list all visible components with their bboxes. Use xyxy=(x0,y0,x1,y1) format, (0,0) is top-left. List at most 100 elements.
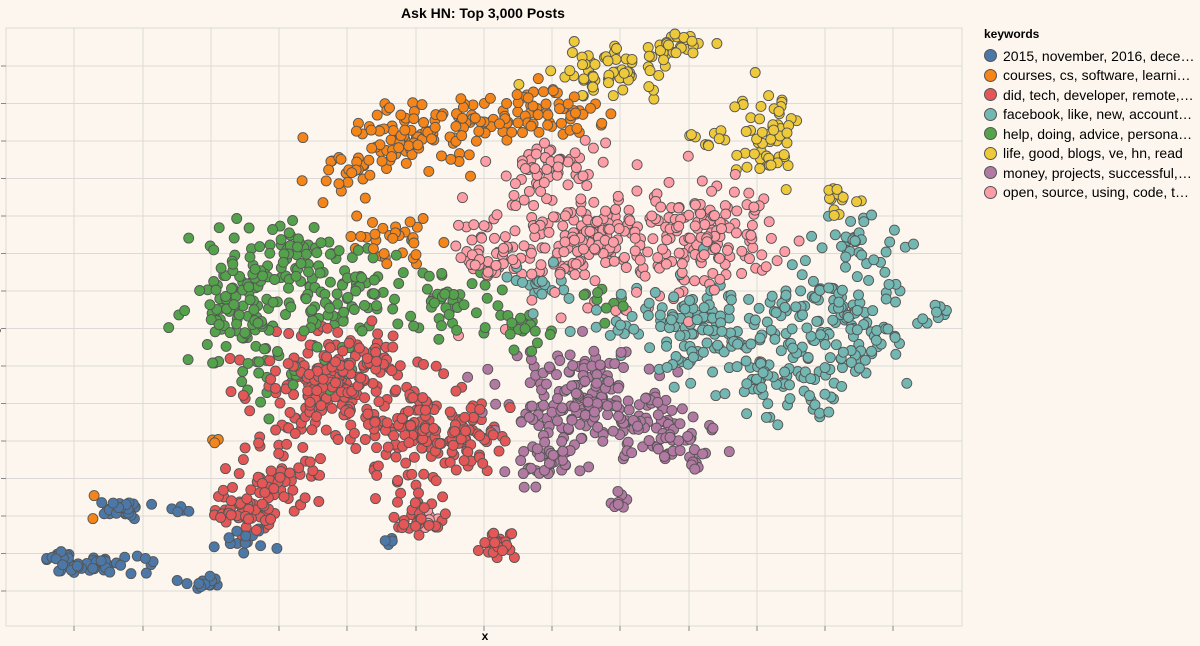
scatter-point xyxy=(509,225,521,237)
scatter-point xyxy=(719,388,731,400)
scatter-point xyxy=(171,575,183,586)
legend-item[interactable]: open, source, using, code, tools xyxy=(984,183,1198,203)
scatter-point xyxy=(348,304,360,315)
scatter-point xyxy=(367,243,379,255)
scatter-point xyxy=(908,238,919,250)
scatter-point xyxy=(223,532,235,544)
scatter-point xyxy=(723,446,735,458)
legend-item[interactable]: 2015, november, 2016, december, year xyxy=(984,46,1198,66)
scatter-point xyxy=(664,431,676,443)
scatter-point xyxy=(408,113,420,125)
scatter-point xyxy=(397,267,409,279)
scatter-point xyxy=(547,211,559,223)
scatter-point xyxy=(451,324,463,336)
scatter-point xyxy=(568,36,580,47)
scatter-point xyxy=(626,53,638,65)
scatter-point xyxy=(577,170,589,182)
scatter-point xyxy=(654,309,666,321)
scatter-point xyxy=(406,468,418,480)
scatter-point xyxy=(364,169,376,181)
scatter-point xyxy=(596,117,608,129)
scatter-point xyxy=(499,435,511,447)
scatter-point xyxy=(552,161,564,173)
scatter-point xyxy=(280,309,291,320)
scatter-point xyxy=(629,245,641,257)
scatter-point xyxy=(755,100,767,112)
scatter-point xyxy=(296,175,308,187)
scatter-point xyxy=(882,323,894,335)
scatter-point xyxy=(753,302,765,314)
scatter-point xyxy=(674,445,686,456)
scatter-point xyxy=(379,535,391,547)
scatter-point xyxy=(646,210,658,222)
scatter-point xyxy=(615,319,626,331)
scatter-point xyxy=(306,424,318,436)
scatter-point xyxy=(267,224,279,235)
scatter-point xyxy=(765,159,777,171)
scatter-point xyxy=(756,249,768,261)
scatter-point xyxy=(443,309,455,321)
scatter-point xyxy=(512,117,524,129)
scatter-point xyxy=(481,292,493,304)
scatter-point xyxy=(373,396,385,408)
scatter-point xyxy=(183,232,195,244)
legend-item[interactable]: money, projects, successful, startup, bu… xyxy=(984,163,1198,183)
scatter-point xyxy=(399,124,411,136)
scatter-point xyxy=(363,154,375,166)
scatter-point xyxy=(297,132,309,144)
scatter-point xyxy=(469,259,481,271)
legend-item[interactable]: help, doing, advice, personal, people xyxy=(984,124,1198,144)
scatter-point xyxy=(479,322,491,334)
scatter-point xyxy=(224,353,236,364)
scatter-point xyxy=(730,227,742,239)
scatter-point xyxy=(805,373,817,385)
scatter-point xyxy=(350,443,362,454)
scatter-point xyxy=(308,222,320,233)
scatter-point xyxy=(314,267,326,279)
scatter-point xyxy=(570,258,582,270)
x-axis-label: x xyxy=(481,629,489,643)
scatter-point xyxy=(526,345,538,357)
scatter-point xyxy=(490,259,502,271)
legend-item[interactable]: life, good, blogs, ve, hn, read xyxy=(984,144,1198,164)
scatter-point xyxy=(409,497,421,509)
scatter-point xyxy=(740,355,752,367)
scatter-point xyxy=(437,491,449,503)
legend-swatch xyxy=(984,127,997,141)
legend-item[interactable]: did, tech, developer, remote, work xyxy=(984,85,1198,105)
scatter-point xyxy=(311,247,323,259)
scatter-point xyxy=(405,310,417,322)
scatter-point xyxy=(779,246,791,258)
scatter-point xyxy=(182,354,194,366)
scatter-point xyxy=(438,368,450,380)
scatter-point xyxy=(350,125,362,137)
scatter-point xyxy=(356,325,368,337)
scatter-point xyxy=(883,278,895,290)
scatter-point xyxy=(689,463,701,475)
scatter-point xyxy=(840,261,851,273)
scatter-plot[interactable] xyxy=(0,0,966,646)
scatter-point xyxy=(436,150,447,162)
scatter-point xyxy=(392,475,404,486)
scatter-point xyxy=(172,506,184,518)
scatter-point xyxy=(324,302,336,314)
scatter-point xyxy=(884,236,896,248)
scatter-point xyxy=(711,38,723,49)
scatter-point xyxy=(506,528,518,540)
scatter-point xyxy=(384,102,395,114)
scatter-point xyxy=(228,232,240,244)
scatter-point xyxy=(579,269,591,281)
scatter-point xyxy=(228,299,240,311)
scatter-point xyxy=(591,215,603,227)
legend-item[interactable]: courses, cs, software, learning, enginee… xyxy=(984,66,1198,86)
scatter-point xyxy=(450,385,462,397)
scatter-point xyxy=(615,288,627,300)
legend-item[interactable]: facebook, like, new, account, app xyxy=(984,105,1198,125)
scatter-point xyxy=(146,498,158,510)
scatter-point xyxy=(763,216,775,228)
scatter-point xyxy=(508,344,520,356)
scatter-point xyxy=(429,121,441,133)
scatter-point xyxy=(642,246,654,258)
scatter-point xyxy=(644,342,656,354)
scatter-point xyxy=(237,389,249,401)
